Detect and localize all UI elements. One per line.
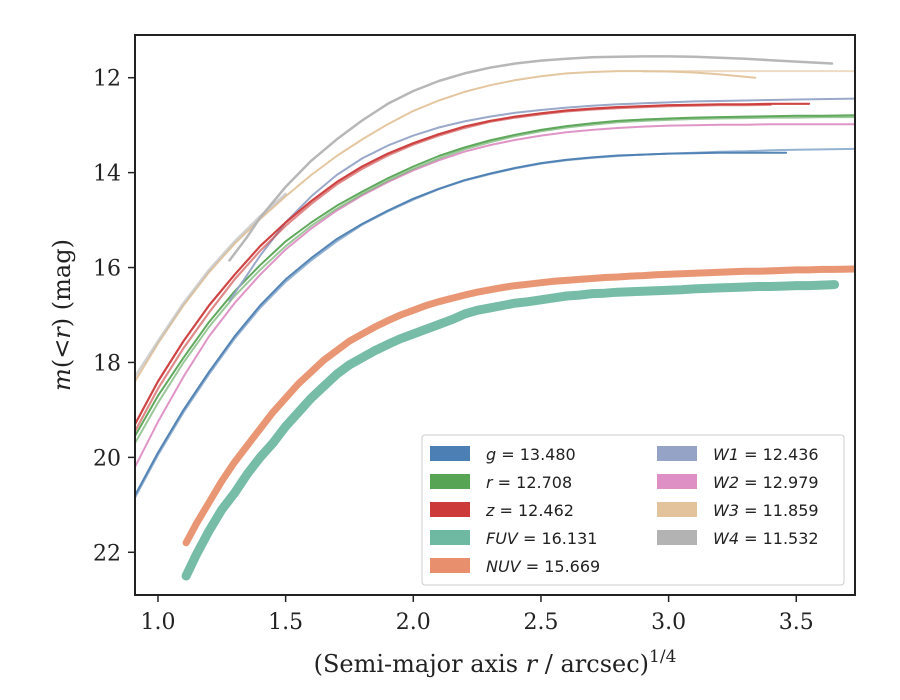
series-line-fuv (181, 280, 840, 581)
series-line-z (135, 103, 772, 433)
series-line-w4 (228, 55, 834, 262)
axes-frame (134, 34, 856, 596)
x-tick-label: 2.5 (523, 610, 558, 635)
x-axis-title: (Semi-major axis r / arcsec)1/4 (314, 647, 677, 678)
series-line-w1 (228, 97, 855, 302)
series-line-w3 (135, 70, 757, 383)
series-line-w2 (135, 123, 855, 468)
x-tick-label: 3.0 (651, 610, 686, 635)
legend-label-nuv: NUV = 15.669 (486, 557, 600, 576)
legend-swatch-nuv (430, 558, 470, 573)
legend-label-w3: W3 = 11.859 (713, 501, 819, 520)
legend-label-w4: W4 = 11.532 (713, 529, 819, 548)
series-line-g (135, 147, 855, 499)
plot-area (135, 55, 855, 581)
y-axis: 12 14 16 18 20 22 (93, 67, 135, 566)
y-tick-label: 20 (93, 446, 121, 471)
y-axis-title: m(<r) (mag) (48, 239, 76, 391)
series-line-r (135, 114, 855, 437)
legend-swatch-w2 (657, 474, 697, 489)
x-tick-label: 1.5 (268, 610, 303, 635)
y-tick-label: 14 (93, 162, 121, 187)
legend-label-z: z = 12.462 (485, 501, 574, 520)
legend: g = 13.480 r = 12.708 z = 12.462 FUV = 16.1… (421, 434, 845, 586)
legend-swatch-fuv (430, 530, 470, 545)
legend-label-w1: W1 = 12.436 (713, 445, 819, 464)
legend-label-r: r = 12.708 (486, 473, 572, 492)
legend-swatch-r (430, 474, 470, 489)
x-tick-label: 1.0 (140, 610, 175, 635)
series-line-r (135, 116, 855, 445)
legend-swatch-g (430, 446, 470, 461)
series-line-nuv (182, 265, 855, 547)
x-axis: 1.0 1.5 2.0 2.5 3.0 3.5 (140, 595, 814, 635)
series-line-w4 (135, 192, 287, 378)
y-tick-label: 22 (93, 541, 121, 566)
legend-label-fuv: FUV = 16.131 (486, 529, 597, 548)
legend-swatch-w1 (657, 446, 697, 461)
legend-box (421, 434, 845, 586)
y-tick-label: 12 (93, 67, 121, 92)
legend-swatch-w3 (657, 502, 697, 517)
legend-swatch-z (430, 502, 470, 517)
legend-swatch-w4 (657, 530, 697, 545)
legend-label-g: g = 13.480 (486, 445, 576, 464)
x-tick-label: 2.0 (396, 610, 431, 635)
legend-label-w2: W2 = 12.979 (713, 473, 819, 492)
y-tick-label: 18 (93, 351, 121, 376)
x-tick-label: 3.5 (779, 610, 814, 635)
y-tick-label: 16 (93, 257, 121, 282)
